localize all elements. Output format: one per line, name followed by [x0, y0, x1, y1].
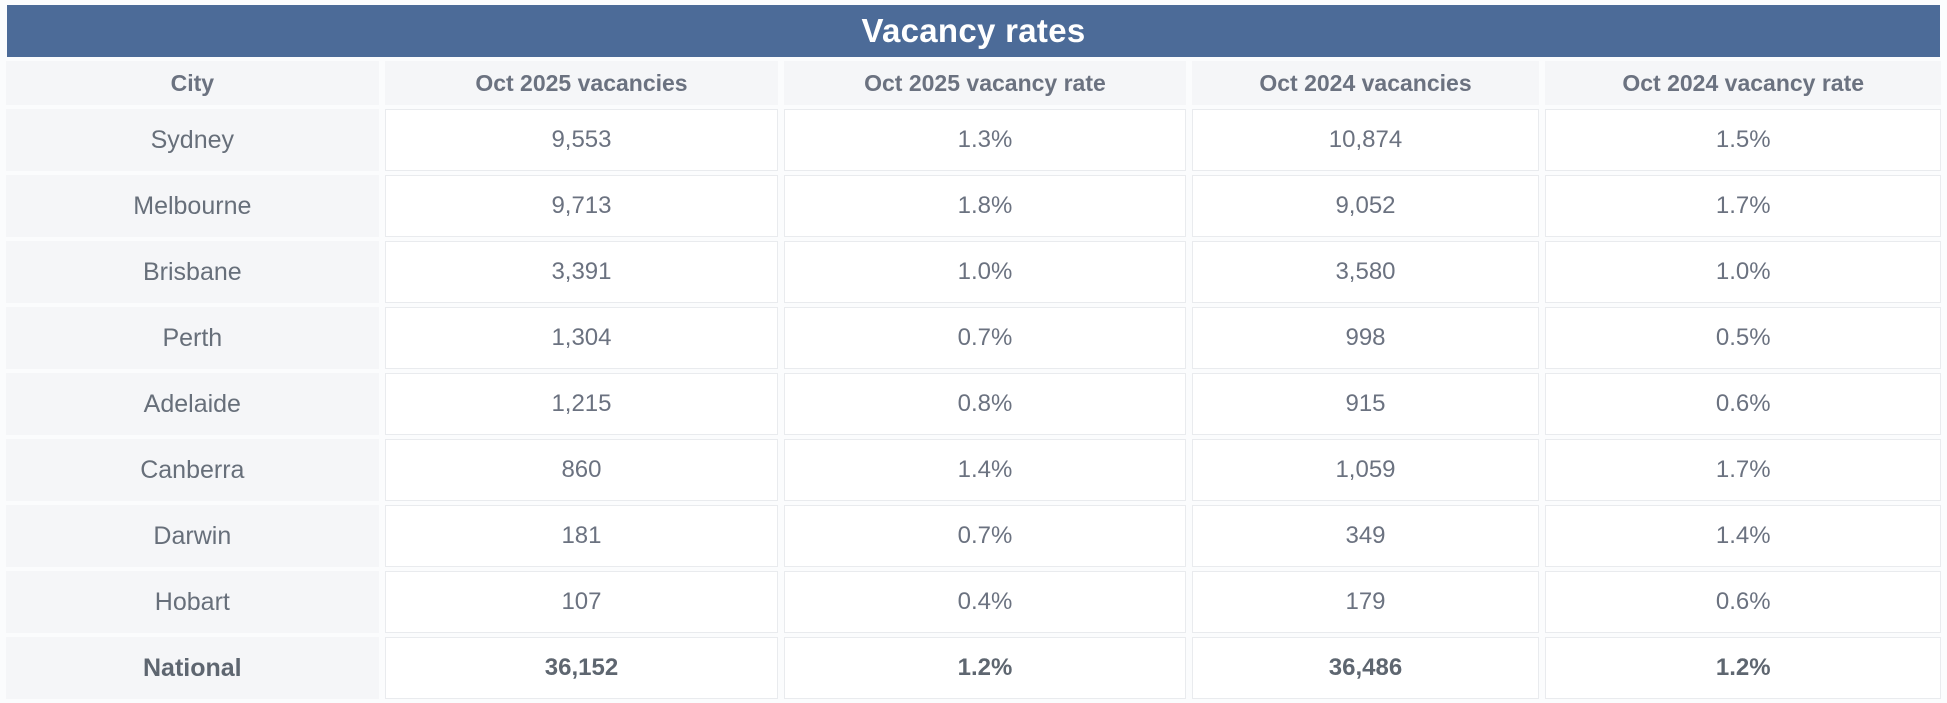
city-cell: Canberra [6, 439, 379, 501]
table-row: Canberra 860 1.4% 1,059 1.7% [6, 439, 1941, 501]
table-row: Adelaide 1,215 0.8% 915 0.6% [6, 373, 1941, 435]
value-cell: 36,152 [384, 637, 779, 699]
value-cell: 1,059 [1191, 439, 1540, 501]
value-cell: 1.3% [784, 109, 1186, 171]
city-cell: Hobart [6, 571, 379, 633]
city-cell: Adelaide [6, 373, 379, 435]
table-row: Melbourne 9,713 1.8% 9,052 1.7% [6, 175, 1941, 237]
value-cell: 9,713 [384, 175, 779, 237]
value-cell: 0.5% [1545, 307, 1941, 369]
value-cell: 1,304 [384, 307, 779, 369]
city-cell: Sydney [6, 109, 379, 171]
table-row: Darwin 181 0.7% 349 1.4% [6, 505, 1941, 567]
value-cell: 1.8% [784, 175, 1186, 237]
table-row: Sydney 9,553 1.3% 10,874 1.5% [6, 109, 1941, 171]
city-cell: Brisbane [6, 241, 379, 303]
column-header-oct-2024-vacancy-rate: Oct 2024 vacancy rate [1545, 61, 1941, 105]
table-body: Sydney 9,553 1.3% 10,874 1.5% Melbourne … [6, 109, 1941, 699]
value-cell: 915 [1191, 373, 1540, 435]
value-cell: 1.4% [784, 439, 1186, 501]
value-cell: 179 [1191, 571, 1540, 633]
value-cell: 0.7% [784, 505, 1186, 567]
table-row: Brisbane 3,391 1.0% 3,580 1.0% [6, 241, 1941, 303]
value-cell: 9,553 [384, 109, 779, 171]
value-cell: 10,874 [1191, 109, 1540, 171]
table-row: Hobart 107 0.4% 179 0.6% [6, 571, 1941, 633]
column-header-city: City [6, 61, 379, 105]
table-title: Vacancy rates [861, 12, 1086, 49]
value-cell: 0.7% [784, 307, 1186, 369]
table-row: Perth 1,304 0.7% 998 0.5% [6, 307, 1941, 369]
column-header-oct-2024-vacancies: Oct 2024 vacancies [1191, 61, 1540, 105]
column-header-oct-2025-vacancy-rate: Oct 2025 vacancy rate [784, 61, 1186, 105]
value-cell: 1.0% [784, 241, 1186, 303]
value-cell: 3,391 [384, 241, 779, 303]
city-cell: Melbourne [6, 175, 379, 237]
value-cell: 181 [384, 505, 779, 567]
value-cell: 1.7% [1545, 175, 1941, 237]
value-cell: 0.6% [1545, 373, 1941, 435]
value-cell: 1,215 [384, 373, 779, 435]
value-cell: 349 [1191, 505, 1540, 567]
value-cell: 0.4% [784, 571, 1186, 633]
city-cell: Darwin [6, 505, 379, 567]
value-cell: 1.5% [1545, 109, 1941, 171]
value-cell: 36,486 [1191, 637, 1540, 699]
value-cell: 0.8% [784, 373, 1186, 435]
value-cell: 1.7% [1545, 439, 1941, 501]
value-cell: 1.0% [1545, 241, 1941, 303]
value-cell: 1.2% [1545, 637, 1941, 699]
column-header-oct-2025-vacancies: Oct 2025 vacancies [384, 61, 779, 105]
value-cell: 107 [384, 571, 779, 633]
value-cell: 1.2% [784, 637, 1186, 699]
value-cell: 3,580 [1191, 241, 1540, 303]
table-title-bar: Vacancy rates [7, 5, 1940, 57]
value-cell: 1.4% [1545, 505, 1941, 567]
table-row: National 36,152 1.2% 36,486 1.2% [6, 637, 1941, 699]
value-cell: 9,052 [1191, 175, 1540, 237]
value-cell: 998 [1191, 307, 1540, 369]
city-cell: Perth [6, 307, 379, 369]
vacancy-rates-table: City Oct 2025 vacancies Oct 2025 vacancy… [0, 57, 1947, 703]
value-cell: 0.6% [1545, 571, 1941, 633]
city-cell: National [6, 637, 379, 699]
value-cell: 860 [384, 439, 779, 501]
table-header-row: City Oct 2025 vacancies Oct 2025 vacancy… [6, 61, 1941, 105]
